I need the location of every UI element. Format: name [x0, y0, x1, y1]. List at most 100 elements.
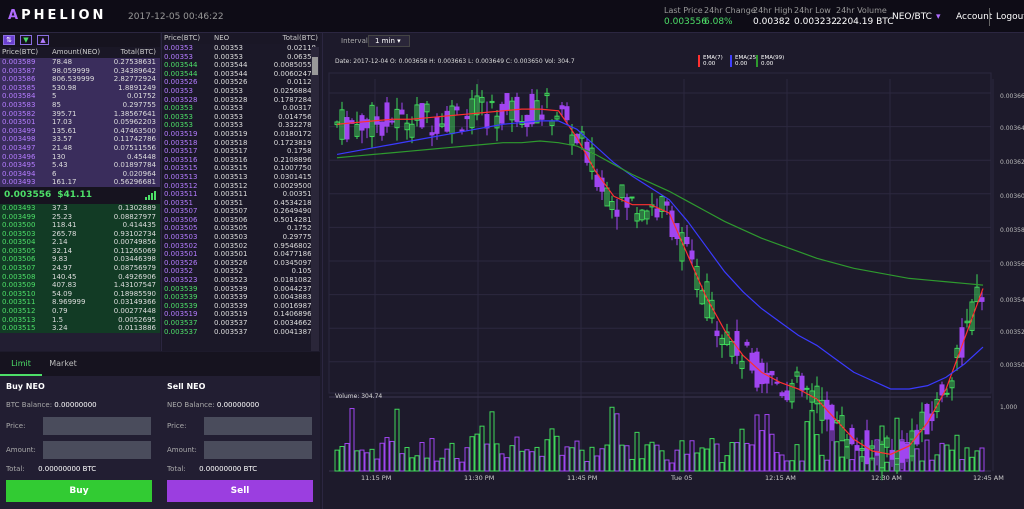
candle-body [399, 109, 405, 115]
volume-bar [659, 450, 665, 472]
trade-row: 0.003544 0.003544 0.00602479 [164, 69, 316, 78]
trade-row: 0.00353 0.00353 0.02118 [164, 44, 316, 52]
signal-icon [145, 190, 156, 200]
sell-button[interactable]: Sell [167, 480, 313, 502]
volume-bar [889, 454, 895, 472]
volume-bar [834, 441, 840, 472]
divider [989, 8, 990, 26]
bid-row[interactable]: 0.003506 9.83 0.03446398 [0, 255, 160, 265]
trade-row: 0.00353 0.00353 0.003177 [164, 104, 316, 113]
volume-bar [779, 454, 785, 472]
bid-row[interactable]: 0.003493 37.3 0.1302889 [0, 203, 160, 213]
trade-row: 0.003511 0.003511 0.003511 [164, 190, 316, 199]
candle-body [699, 290, 705, 305]
ask-row[interactable]: 0.003584 5 0.01752 [0, 92, 160, 101]
buy-amount-input[interactable] [43, 441, 151, 459]
volume-bar [474, 433, 480, 472]
volume-bar [554, 435, 560, 472]
volume-bar [579, 449, 585, 472]
filter-asks-icon[interactable]: ▲ [37, 35, 49, 45]
ask-row[interactable]: 0.003497 21.48 0.07511556 [0, 143, 160, 153]
orderbook-col-header: Price(BTC) [2, 48, 39, 56]
chart-canvas[interactable] [323, 33, 1024, 509]
volume-bar [394, 408, 400, 472]
sell-price-input[interactable] [204, 417, 312, 435]
volume-bar [759, 430, 765, 472]
ask-row[interactable]: 0.003583 85 0.297755 [0, 100, 160, 110]
tab-limit[interactable]: Limit [0, 352, 42, 376]
ask-row[interactable]: 0.003587 98.059999 0.34389642 [0, 66, 160, 76]
tab-market[interactable]: Market [49, 359, 77, 368]
volume-bar [614, 413, 620, 472]
ask-row[interactable]: 0.003586 806.539999 2.82772924 [0, 75, 160, 84]
bid-row[interactable]: 0.003503 265.78 0.93102734 [0, 229, 160, 239]
candle-body [784, 390, 790, 401]
buy-button[interactable]: Buy [6, 480, 152, 502]
interval-select[interactable]: 1 min ▾ [368, 35, 410, 47]
trade-history-scrollbar[interactable] [311, 47, 319, 351]
orderbook-col-header: Amount(NEO) [52, 48, 101, 56]
ask-row[interactable]: 0.003582 395.71 1.38567641 [0, 109, 160, 119]
volume-bar [529, 451, 535, 472]
candle-body [719, 337, 725, 345]
volume-bar [379, 442, 385, 472]
account-link[interactable]: Account [956, 12, 993, 22]
bid-row[interactable]: 0.003504 2.14 0.00749856 [0, 238, 160, 247]
candle-body [499, 103, 505, 124]
candle-body [664, 201, 670, 206]
ask-row[interactable]: 0.003585 530.98 1.8891249 [0, 83, 160, 93]
ask-row[interactable]: 0.003496 130 0.45448 [0, 152, 160, 162]
bid-row[interactable]: 0.003512 0.79 0.00277448 [0, 307, 160, 316]
candle-body [794, 371, 800, 377]
bid-row[interactable]: 0.003507 24.97 0.08756979 [0, 264, 160, 273]
volume-bar [774, 452, 780, 472]
scrollbar-thumb[interactable] [312, 57, 318, 75]
ask-row[interactable]: 0.003494 6 0.020964 [0, 169, 160, 179]
trade-row: 0.003501 0.003501 0.04771863 [164, 250, 316, 259]
bid-row[interactable]: 0.003505 32.14 0.11265069 [0, 246, 160, 256]
volume-bar [954, 434, 960, 472]
candle-body [594, 174, 600, 188]
ask-row[interactable]: 0.003493 161.17 0.56296681 [0, 178, 160, 187]
volume-bar [389, 440, 395, 472]
candle-body [479, 96, 485, 103]
orderbook-header: Price(BTC) Amount(NEO) Total(BTC) [0, 47, 160, 58]
filter-bids-icon[interactable]: ▼ [20, 35, 32, 45]
buy-balance: BTC Balance: 0.00000000 [6, 401, 97, 409]
volume-bar [949, 449, 955, 472]
bid-row[interactable]: 0.003515 3.24 0.0113886 [0, 324, 160, 333]
bid-row[interactable]: 0.003513 1.5 0.0052695 [0, 315, 160, 325]
candle-body [504, 93, 510, 111]
volume-bar [679, 440, 685, 472]
buy-price-input[interactable] [43, 417, 151, 435]
ask-row[interactable]: 0.003589 78.48 0.27538631 [0, 58, 160, 67]
ask-row[interactable]: 0.003495 5.43 0.01897784 [0, 161, 160, 170]
ask-row[interactable]: 0.003501 17.03 0.05962203 [0, 118, 160, 127]
trade-row: 0.003526 0.003526 0.03450975 [164, 258, 316, 267]
bid-row[interactable]: 0.003510 54.09 0.18985590 [0, 289, 160, 299]
top-bar: APHELION 2017-12-05 00:46:22 Last Price 0… [0, 0, 1024, 33]
candle-body [639, 209, 645, 221]
ask-row[interactable]: 0.003498 33.57 0.11742786 [0, 135, 160, 144]
bid-row[interactable]: 0.003500 118.41 0.414435 [0, 221, 160, 230]
logout-link[interactable]: Logout [996, 12, 1024, 22]
candle-body [869, 445, 875, 449]
bid-row[interactable]: 0.003499 25.23 0.08827977 [0, 212, 160, 222]
candle-body [819, 399, 825, 421]
volume-bar [699, 447, 705, 472]
bid-row[interactable]: 0.003511 8.969999 0.03149366 [0, 298, 160, 308]
trade-row: 0.00353 0.00353 0.06354 [164, 52, 316, 61]
candle-body [364, 119, 370, 129]
filter-both-icon[interactable]: ⇅ [3, 35, 15, 45]
ema-legend-item: EMA(99) 0.00 [756, 55, 784, 67]
candle-body [474, 95, 480, 116]
bid-row[interactable]: 0.003509 407.83 1.43107547 [0, 281, 160, 290]
bids-list: 0.003493 37.3 0.1302889 0.003499 25.23 0.0882… [0, 203, 160, 333]
pair-selector[interactable]: NEO/BTC ▾ [892, 12, 941, 22]
sell-amount-input[interactable] [204, 441, 312, 459]
candle-body [774, 381, 780, 384]
price-chart[interactable]: Interval: 1 min ▾ Date: 2017-12-04 O: 0.… [322, 33, 1024, 509]
ask-row[interactable]: 0.003499 135.61 0.47463500 [0, 126, 160, 136]
bid-row[interactable]: 0.003508 140.45 0.4926906 [0, 272, 160, 282]
volume-bar [744, 442, 750, 472]
